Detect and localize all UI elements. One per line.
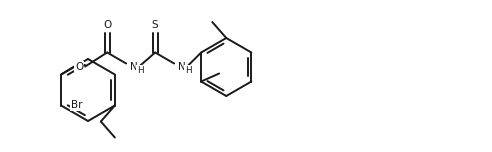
Text: S: S xyxy=(152,21,158,31)
Text: N: N xyxy=(178,62,186,71)
Text: N: N xyxy=(130,62,138,71)
Text: O: O xyxy=(75,62,83,71)
Text: Br: Br xyxy=(71,100,83,111)
Text: H: H xyxy=(185,66,191,75)
Text: H: H xyxy=(137,66,144,75)
Text: O: O xyxy=(103,21,111,31)
